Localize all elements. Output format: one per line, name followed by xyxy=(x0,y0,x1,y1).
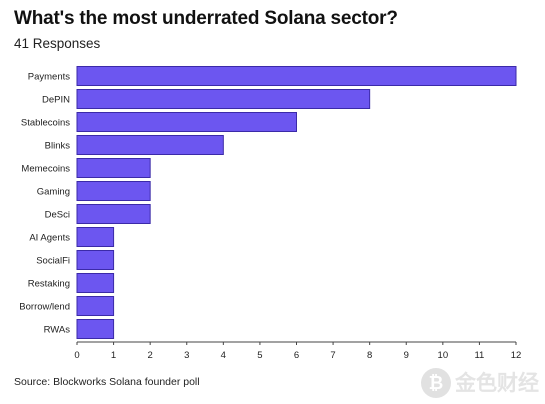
x-tick-label: 6 xyxy=(294,350,299,361)
chart-subtitle: 41 Responses xyxy=(14,36,101,51)
bar xyxy=(76,112,297,132)
category-label: Memecoins xyxy=(21,164,70,175)
x-tick-label: 1 xyxy=(111,350,116,361)
category-label: Payments xyxy=(28,72,70,83)
category-label: SocialFi xyxy=(36,256,70,267)
category-label: AI Agents xyxy=(29,233,70,244)
category-label: Stablecoins xyxy=(21,118,70,129)
x-tick-label: 7 xyxy=(330,350,335,361)
bar xyxy=(76,158,151,178)
watermark: ₿ 金色财经 xyxy=(421,368,539,398)
x-tick-label: 2 xyxy=(148,350,153,361)
category-label: DePIN xyxy=(42,95,70,106)
category-label: Gaming xyxy=(37,187,70,198)
bitcoin-coin-icon: ₿ xyxy=(421,368,451,398)
category-label: Blinks xyxy=(45,141,71,152)
x-tick-label: 4 xyxy=(221,350,226,361)
bar xyxy=(76,66,517,86)
x-tick-label: 3 xyxy=(184,350,189,361)
chart-title: What's the most underrated Solana sector… xyxy=(14,8,398,29)
bar xyxy=(76,135,224,155)
bar xyxy=(76,250,115,270)
x-tick-label: 9 xyxy=(404,350,409,361)
category-label: RWAs xyxy=(44,325,71,336)
category-label: Borrow/lend xyxy=(19,302,70,313)
bar xyxy=(76,273,115,293)
source-note: Source: Blockworks Solana founder poll xyxy=(14,376,200,388)
x-tick-label: 8 xyxy=(367,350,372,361)
x-tick-label: 11 xyxy=(474,350,484,361)
x-tick-label: 5 xyxy=(257,350,262,361)
category-label: DeSci xyxy=(45,210,70,221)
bar xyxy=(76,296,115,316)
bar xyxy=(76,319,115,339)
bar xyxy=(76,89,371,109)
category-label: Restaking xyxy=(28,279,70,290)
watermark-text: 金色财经 xyxy=(455,370,539,395)
bar xyxy=(76,181,151,201)
x-tick-label: 10 xyxy=(438,350,449,361)
bar xyxy=(76,227,115,247)
x-tick-label: 0 xyxy=(74,350,79,361)
x-tick-label: 12 xyxy=(511,350,522,361)
bar xyxy=(76,204,151,224)
